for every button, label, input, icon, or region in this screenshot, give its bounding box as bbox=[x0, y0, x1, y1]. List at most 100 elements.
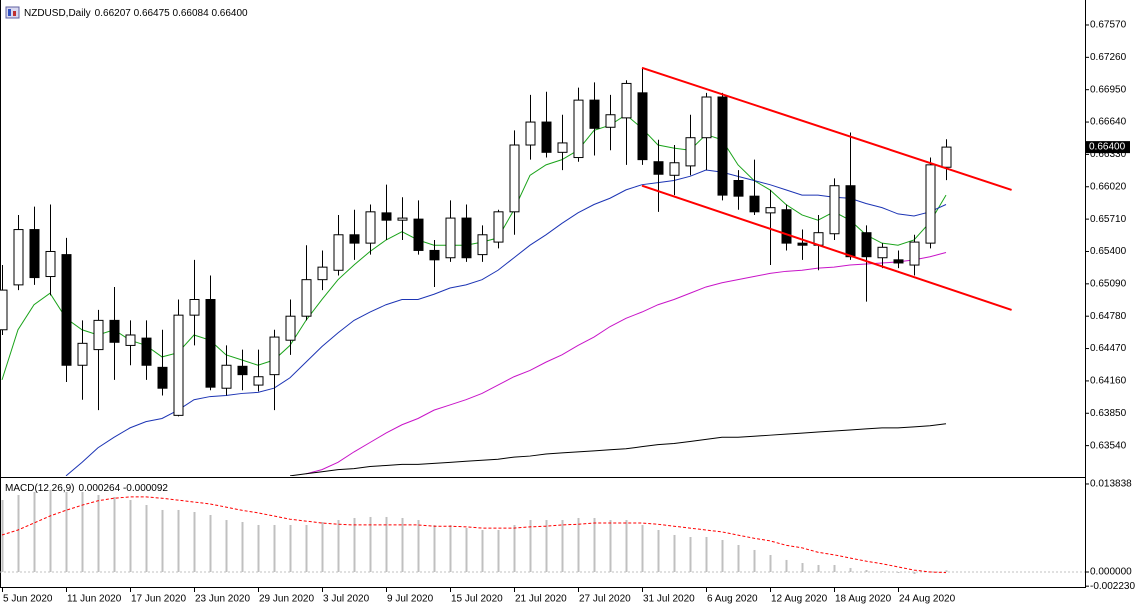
candle-body bbox=[349, 234, 360, 244]
x-tick-label: 17 Jun 2020 bbox=[131, 594, 186, 605]
macd-header: MACD(12,26,9) 0.000264 -0.000092 bbox=[5, 483, 168, 494]
macd-bar bbox=[1, 499, 4, 572]
macd-bar bbox=[49, 490, 52, 572]
macd-values: 0.000264 -0.000092 bbox=[78, 483, 168, 494]
macd-bar bbox=[689, 537, 692, 572]
macd-bar bbox=[337, 520, 340, 572]
candle-body bbox=[77, 342, 88, 366]
macd-bar bbox=[801, 563, 804, 572]
macd-bar bbox=[257, 524, 260, 572]
y-tick-label: 0.66020 bbox=[1090, 181, 1127, 192]
y-tick-label: 0.64780 bbox=[1090, 311, 1127, 322]
moving-average bbox=[65, 169, 947, 476]
macd-bar bbox=[833, 564, 836, 572]
y-tick-label: 0.63850 bbox=[1090, 408, 1127, 419]
macd-bar bbox=[769, 555, 772, 572]
macd-bar bbox=[865, 570, 868, 572]
candle-body bbox=[797, 242, 808, 246]
candle-body bbox=[573, 99, 584, 159]
candle-body bbox=[221, 364, 232, 389]
candle-body bbox=[733, 180, 744, 197]
macd-bar bbox=[97, 495, 100, 572]
macd-bar bbox=[641, 524, 644, 572]
x-tick-label: 27 Jul 2020 bbox=[579, 594, 631, 605]
y-tick-label: 0.66950 bbox=[1090, 84, 1127, 95]
macd-bar bbox=[225, 520, 228, 572]
candle-body bbox=[253, 376, 264, 386]
candle-body bbox=[429, 249, 440, 261]
x-tick-label: 18 Aug 2020 bbox=[835, 594, 892, 605]
y-tick-label: 0.000000 bbox=[1090, 567, 1132, 578]
macd-title: MACD(12,26,9) bbox=[5, 483, 74, 494]
y-tick-label: 0.013838 bbox=[1090, 479, 1132, 490]
y-tick-label: 0.67260 bbox=[1090, 52, 1127, 63]
candle-body bbox=[29, 229, 40, 279]
candle-body bbox=[493, 211, 504, 243]
candle-body bbox=[605, 114, 616, 128]
macd-bar bbox=[449, 524, 452, 572]
candle-body bbox=[237, 365, 248, 376]
macd-bar bbox=[417, 520, 420, 572]
macd-bar bbox=[145, 505, 148, 572]
candle-body bbox=[701, 96, 712, 139]
candle-body bbox=[301, 279, 312, 317]
macd-bar bbox=[161, 509, 164, 572]
x-tick-label: 24 Aug 2020 bbox=[899, 594, 956, 605]
candle-body bbox=[285, 315, 296, 341]
macd-bar bbox=[385, 516, 388, 572]
candle-body bbox=[173, 314, 184, 416]
macd-bar bbox=[593, 517, 596, 572]
macd-bar bbox=[401, 517, 404, 572]
price-label-box bbox=[1086, 141, 1130, 154]
macd-bar bbox=[497, 530, 500, 572]
y-tick-label: 0.63540 bbox=[1090, 440, 1127, 451]
trend-line bbox=[641, 184, 1012, 311]
candle-body bbox=[381, 212, 392, 221]
x-tick-label: 3 Jul 2020 bbox=[323, 594, 370, 605]
candle-body bbox=[141, 337, 152, 366]
macd-bar bbox=[817, 564, 820, 572]
candle-body bbox=[541, 121, 552, 153]
moving-average bbox=[1, 114, 947, 381]
moving-average bbox=[305, 252, 947, 475]
candle-body bbox=[941, 146, 952, 168]
candle-body bbox=[333, 234, 344, 271]
macd-plot bbox=[0, 490, 1085, 574]
macd-bar bbox=[913, 571, 916, 574]
x-tick-label: 6 Aug 2020 bbox=[707, 594, 758, 605]
macd-bar bbox=[737, 545, 740, 572]
macd-bar bbox=[609, 520, 612, 572]
candle-body bbox=[829, 185, 840, 235]
candle-body bbox=[461, 217, 472, 259]
candle-body bbox=[909, 241, 920, 266]
y-tick-label: 0.66640 bbox=[1090, 117, 1127, 128]
candle-body bbox=[925, 164, 936, 244]
macd-bar bbox=[65, 491, 68, 572]
x-tick-label: 23 Jun 2020 bbox=[195, 594, 250, 605]
macd-bar bbox=[241, 521, 244, 572]
macd-bar bbox=[529, 520, 532, 572]
candle-body bbox=[93, 319, 104, 351]
macd-bar bbox=[17, 495, 20, 572]
x-tick-label: 5 Jun 2020 bbox=[3, 594, 53, 605]
candle-body bbox=[589, 99, 600, 129]
macd-bar bbox=[465, 527, 468, 572]
macd-bar bbox=[113, 497, 116, 572]
candle-body bbox=[205, 298, 216, 388]
candle-body bbox=[893, 259, 904, 264]
macd-bar bbox=[289, 524, 292, 572]
macd-bar bbox=[305, 524, 308, 572]
macd-bar bbox=[513, 524, 516, 572]
y-tick-label: 0.66330 bbox=[1090, 149, 1127, 160]
candle-body bbox=[653, 161, 664, 175]
candle-body bbox=[525, 121, 536, 146]
symbol-title: NZDUSD,Daily bbox=[24, 8, 91, 19]
candle-body bbox=[0, 289, 8, 331]
candle-body bbox=[365, 211, 376, 244]
macd-bar bbox=[81, 491, 84, 572]
macd-bar bbox=[897, 571, 900, 574]
y-tick-label: 0.65400 bbox=[1090, 246, 1127, 257]
axes: 0.67570 0.67260 0.66950 0.66640 0.66330 0.660… bbox=[2, 20, 1135, 605]
macd-bar bbox=[721, 539, 724, 572]
